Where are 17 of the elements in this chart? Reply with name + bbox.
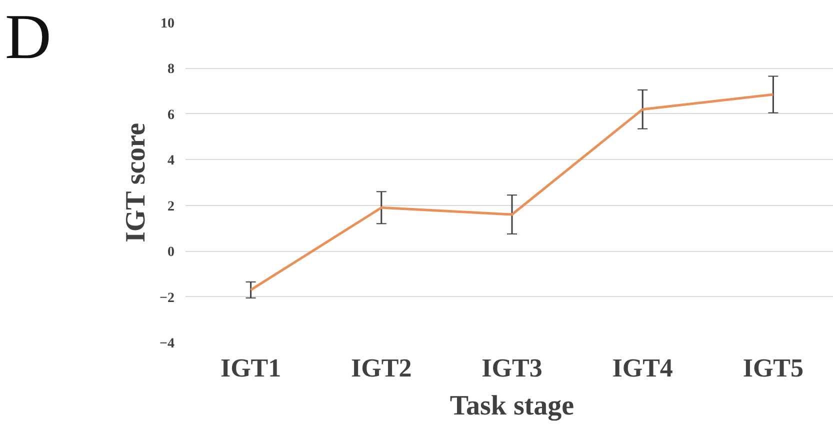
y-tick-label: 6 [168, 108, 174, 123]
y-tick-label: 8 [168, 62, 174, 78]
y-tick-label: −2 [160, 290, 175, 306]
x-axis-title: Task stage [450, 390, 574, 422]
x-tick-label: IGT4 [612, 354, 673, 382]
x-tick-label: IGT1 [220, 354, 282, 382]
y-tick-label: 2 [168, 199, 174, 214]
y-tick-label: 0 [168, 245, 174, 260]
y-axis-title: IGT score [120, 122, 152, 243]
y-tick-label: −4 [160, 336, 175, 352]
y-tick-label: 4 [168, 154, 174, 169]
x-tick-label: IGT5 [742, 354, 804, 382]
text: D [5, 1, 52, 72]
x-tick-label: IGT3 [482, 354, 542, 382]
y-tick-label: 10 [160, 16, 174, 32]
x-tick-label: IGT2 [351, 354, 412, 382]
line-series [250, 93, 774, 292]
